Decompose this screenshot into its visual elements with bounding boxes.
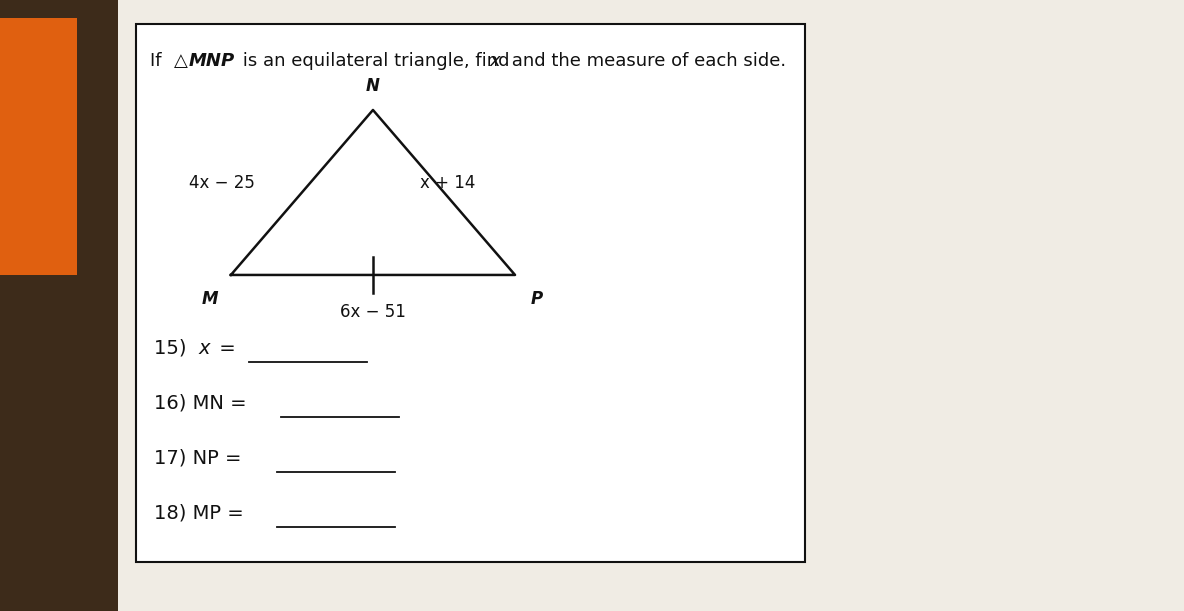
Text: 6x − 51: 6x − 51 [340, 302, 406, 321]
Text: 16) MN =: 16) MN = [154, 393, 253, 413]
Text: =: = [213, 338, 242, 358]
Text: and the measure of each side.: and the measure of each side. [506, 52, 786, 70]
Text: x: x [489, 52, 500, 70]
Text: 18) MP =: 18) MP = [154, 503, 250, 523]
FancyBboxPatch shape [136, 24, 805, 562]
Bar [0, 0, 130, 611]
Bar [0, 0, 65, 611]
Text: 17) NP =: 17) NP = [154, 448, 247, 468]
Text: x: x [199, 338, 211, 358]
Text: 4x − 25: 4x − 25 [188, 174, 255, 192]
Text: N: N [366, 76, 380, 95]
Text: MNP: MNP [188, 52, 234, 70]
Text: P: P [530, 290, 542, 309]
Text: △: △ [174, 52, 188, 70]
Text: x + 14: x + 14 [420, 174, 476, 192]
Text: M: M [201, 290, 218, 309]
Bar [0, 18, 77, 275]
Text: 15): 15) [154, 338, 193, 358]
Text: is an equilateral triangle, find: is an equilateral triangle, find [237, 52, 515, 70]
Text: If: If [150, 52, 168, 70]
